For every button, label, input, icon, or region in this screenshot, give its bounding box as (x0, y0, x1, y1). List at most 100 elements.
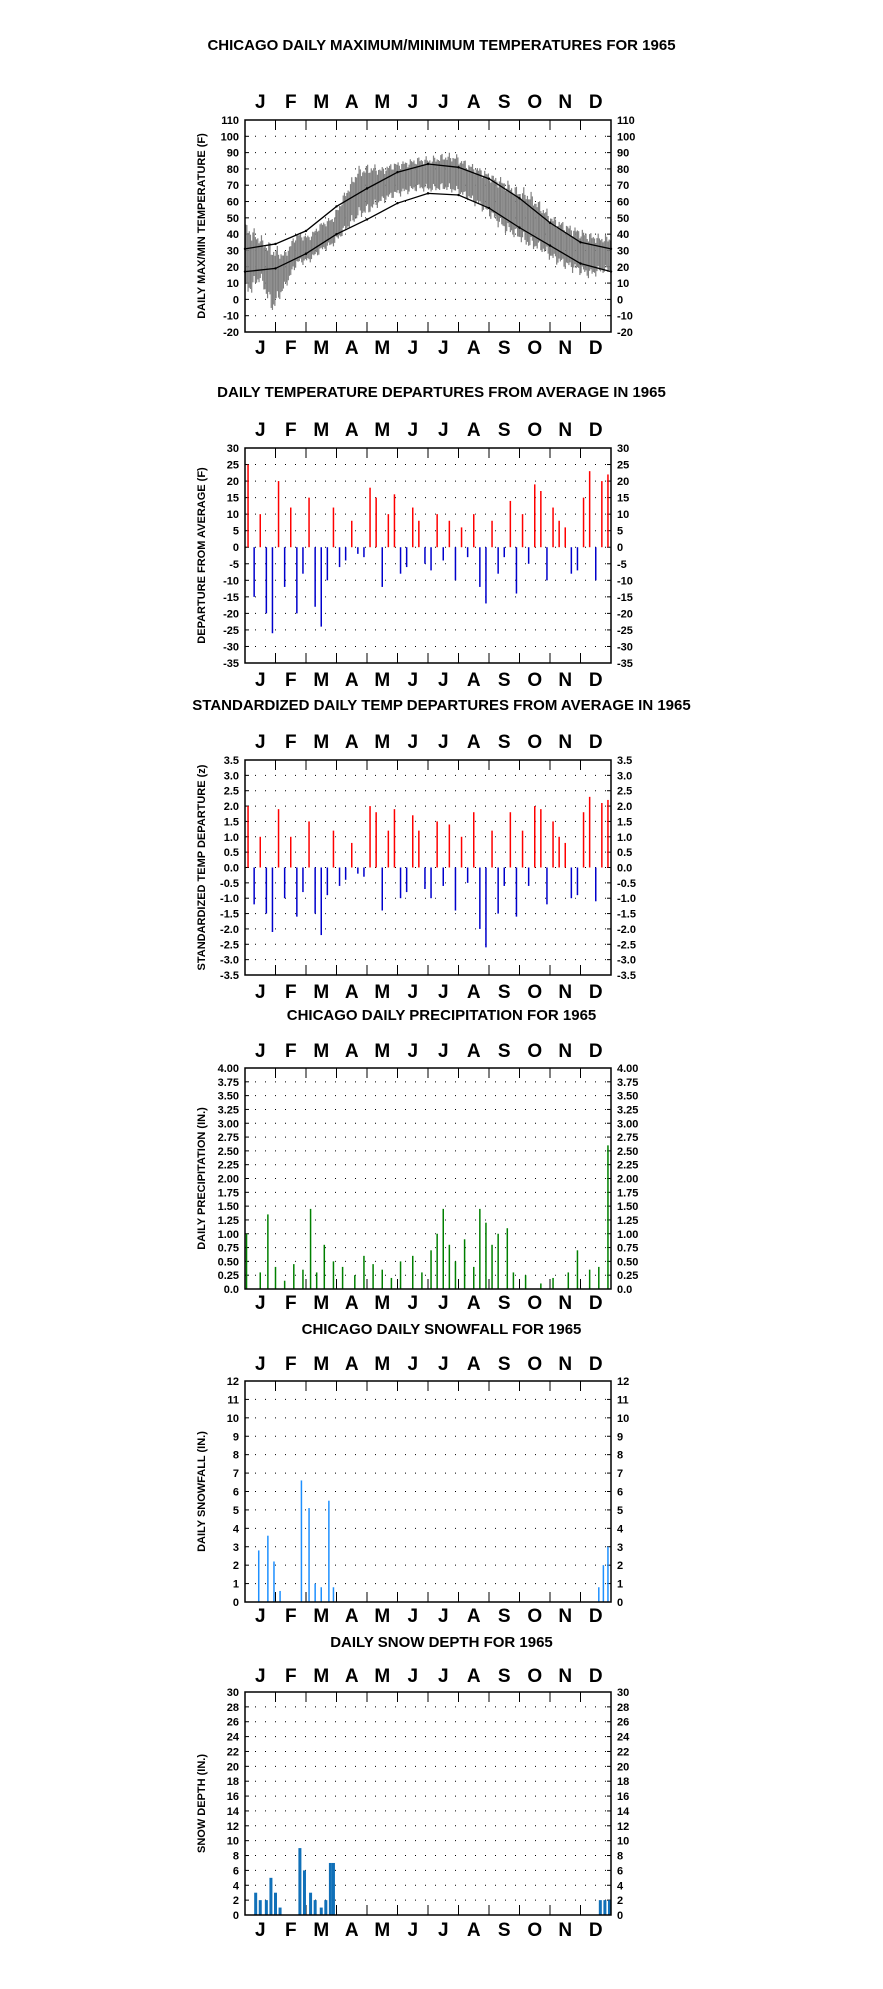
data-bar (412, 1255, 414, 1289)
y-tick-label-right: 3.5 (617, 755, 632, 767)
data-bar (247, 806, 249, 868)
data-bar (338, 867, 341, 886)
data-bar (509, 500, 512, 548)
data-bar (332, 830, 335, 868)
data-bar (273, 1561, 275, 1602)
month-label-top: J (438, 1354, 449, 1375)
data-bar (546, 867, 548, 905)
month-label-bottom: M (313, 670, 329, 691)
y-tick-label-right: 8 (617, 1450, 623, 1462)
data-bar (369, 487, 371, 548)
data-bar (421, 1272, 423, 1289)
data-bar (485, 1222, 487, 1289)
data-bar (302, 547, 304, 574)
month-label-bottom: S (498, 982, 511, 1003)
y-tick-label-left: 3.75 (218, 1077, 239, 1089)
month-label-top: S (498, 1666, 511, 1687)
y-tick-label-left: 3 (233, 1542, 239, 1554)
month-label-top: A (345, 1041, 359, 1062)
data-bar (588, 471, 591, 548)
y-tick-label-left: 7 (233, 1468, 239, 1480)
y-tick-label-right: 0.0 (617, 1284, 632, 1296)
y-tick-label-right: 15 (617, 493, 629, 505)
normal-point (487, 206, 491, 210)
month-label-top: J (255, 1354, 266, 1375)
data-bar (253, 547, 255, 597)
y-axis-label: DAILY PRECIPITATION (IN.) (196, 1107, 208, 1250)
y-tick-label-right: 0 (617, 1910, 623, 1922)
y-tick-label-left: 24 (227, 1732, 240, 1744)
month-label-top: D (589, 1666, 603, 1687)
y-tick-label-right: -10 (617, 311, 633, 323)
y-tick-label-left: 1.75 (218, 1187, 239, 1199)
data-bar (375, 812, 377, 868)
y-tick-label-right: 2.25 (617, 1160, 638, 1172)
data-bar (540, 809, 542, 868)
normal-point (396, 201, 399, 205)
month-label-top: A (345, 732, 359, 753)
y-tick-label-left: 1.00 (218, 1229, 239, 1241)
data-bar (521, 514, 524, 548)
data-bar (418, 830, 420, 868)
plot-frame (244, 1380, 612, 1603)
month-label-top: D (589, 1041, 603, 1062)
data-bar (354, 1275, 356, 1289)
y-tick-label-left: 6 (233, 1487, 239, 1499)
data-bar (363, 547, 365, 558)
month-label-top: J (255, 92, 266, 113)
data-bar (328, 1862, 332, 1915)
y-tick-label-right: 0.50 (617, 1256, 638, 1268)
normal-point (579, 262, 582, 265)
normal-point (335, 205, 338, 208)
data-bar (503, 867, 505, 886)
data-bar (588, 796, 591, 868)
data-bar (570, 867, 573, 899)
data-bar (363, 867, 365, 877)
y-tick-label-left: 14 (227, 1806, 240, 1818)
normal-point (518, 197, 521, 200)
normal-point (457, 166, 460, 169)
month-label-top: S (498, 92, 511, 113)
y-tick-label-left: 70 (227, 180, 239, 192)
y-tick-label-left: 0.5 (224, 847, 239, 859)
month-label-bottom: A (345, 1293, 359, 1314)
y-tick-label-right: 6 (617, 1865, 623, 1877)
y-tick-label-right: 6 (617, 1487, 623, 1499)
y-tick-label-left: -20 (223, 608, 239, 620)
data-bar (595, 547, 597, 581)
data-bar (460, 836, 463, 868)
y-tick-label-right: 70 (617, 180, 629, 192)
y-tick-label-left: 2.75 (218, 1132, 239, 1144)
data-bar (302, 1870, 306, 1915)
data-bar (320, 1587, 322, 1602)
y-tick-label-left: 10 (227, 1836, 239, 1848)
data-bar (279, 1590, 281, 1602)
data-bar (302, 867, 304, 893)
y-tick-label-left: 3.0 (224, 770, 239, 782)
y-tick-label-right: 2.5 (617, 786, 632, 798)
month-label-top: F (285, 92, 297, 113)
y-tick-label-left: 2 (233, 1895, 239, 1907)
month-label-top: D (589, 92, 603, 113)
y-axis-label: DAILY SNOWFALL (IN.) (196, 1431, 208, 1552)
month-label-bottom: N (558, 1920, 572, 1941)
y-tick-label-right: 5 (617, 526, 623, 538)
y-tick-label-right: 3.00 (617, 1118, 638, 1130)
data-bar (253, 867, 255, 905)
y-tick-label-right: 10 (617, 509, 629, 521)
month-label-bottom: N (558, 982, 572, 1003)
data-bar (588, 1269, 591, 1289)
data-bar (323, 1244, 326, 1289)
chart-title: DAILY TEMPERATURE DEPARTURES FROM AVERAG… (217, 384, 666, 401)
y-tick-label-left: 0 (233, 542, 239, 554)
data-bar (283, 547, 286, 587)
month-label-top: J (255, 420, 266, 441)
y-axis-label: STANDARDIZED TEMP DEPARTURE (z) (196, 764, 208, 970)
month-label-top: A (467, 1666, 481, 1687)
y-tick-label-right: 26 (617, 1717, 629, 1729)
y-tick-label-right: 20 (617, 476, 629, 488)
month-label-bottom: O (527, 1920, 542, 1941)
month-label-bottom: J (407, 1293, 418, 1314)
data-bar (436, 821, 438, 868)
